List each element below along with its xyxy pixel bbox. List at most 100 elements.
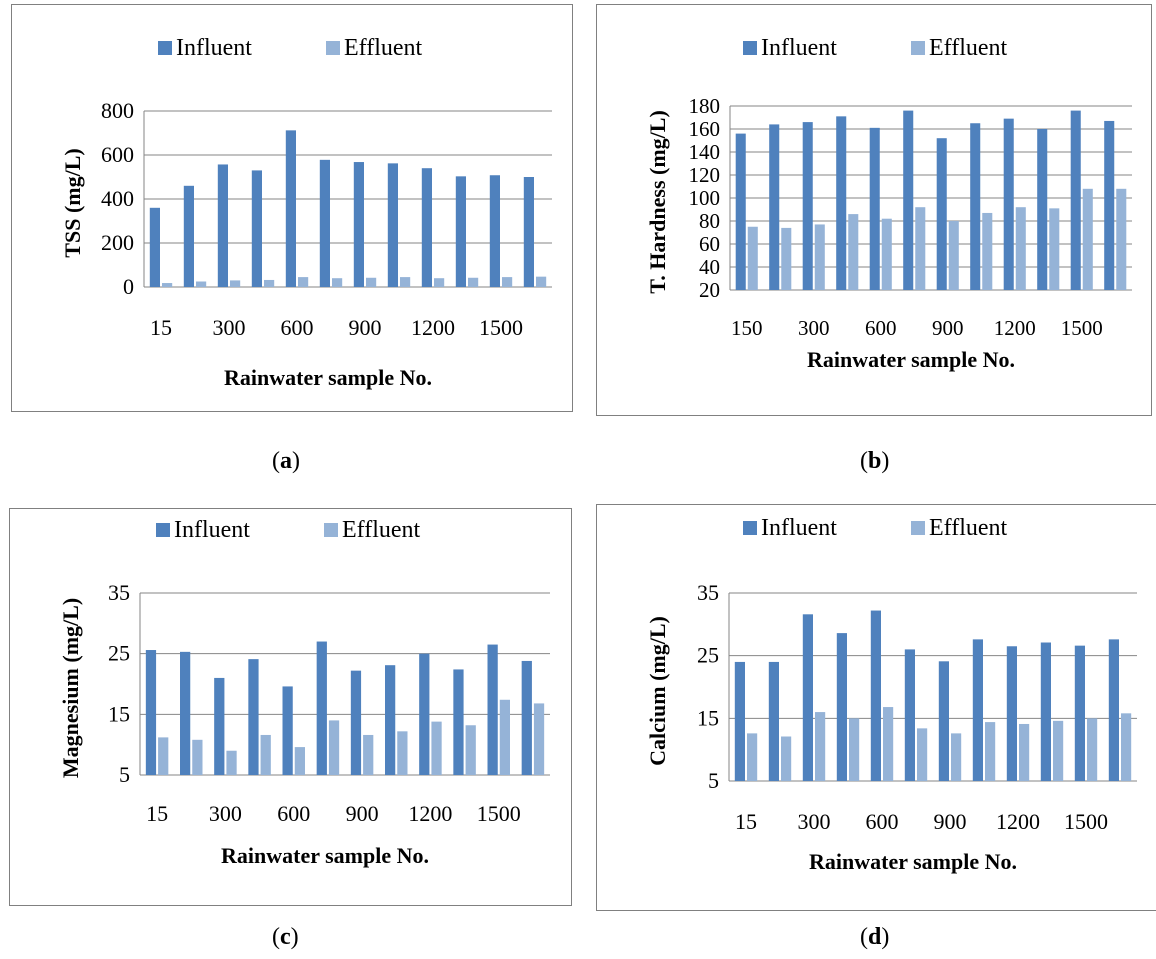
effluent-bar xyxy=(434,278,445,287)
effluent-bar xyxy=(881,218,892,290)
influent-bar xyxy=(802,614,813,781)
influent-bar xyxy=(769,124,780,291)
effluent-bar xyxy=(397,731,408,775)
y-tick-label: 35 xyxy=(697,580,719,605)
caption-b: (b) xyxy=(860,448,890,474)
y-tick-label: 20 xyxy=(699,278,720,302)
x-tick-label: 1200 xyxy=(996,809,1040,834)
x-tick-label: 600 xyxy=(281,315,314,340)
x-tick-label: 300 xyxy=(209,801,242,826)
influent-bar xyxy=(489,175,500,287)
effluent-bar xyxy=(849,718,860,781)
effluent-bar xyxy=(465,725,476,775)
y-tick-label: 120 xyxy=(689,163,721,187)
y-tick-label: 25 xyxy=(697,643,719,668)
x-tick-label: 900 xyxy=(346,801,379,826)
influent-bar xyxy=(972,639,983,781)
x-tick-label: 1200 xyxy=(994,316,1036,340)
effluent-bar xyxy=(982,212,993,290)
y-tick-label: 600 xyxy=(101,142,134,167)
effluent-bar xyxy=(226,750,237,775)
influent-bar xyxy=(735,133,746,290)
influent-bar xyxy=(214,677,225,775)
influent-bar xyxy=(145,650,157,775)
effluent-bar xyxy=(985,722,996,781)
influent-bar xyxy=(1037,129,1048,290)
influent-bar xyxy=(180,651,191,775)
y-tick-label: 35 xyxy=(108,580,130,605)
legend-label: Influent xyxy=(761,515,837,541)
x-tick-label: 1200 xyxy=(408,801,452,826)
influent-bar xyxy=(183,185,194,287)
caption-c: (c) xyxy=(272,924,299,950)
legend-swatch xyxy=(326,41,340,55)
effluent-bar xyxy=(468,277,479,287)
x-axis-title: Rainwater sample No. xyxy=(221,843,429,868)
y-tick-label: 180 xyxy=(689,94,721,118)
effluent-bar xyxy=(951,733,962,781)
x-tick-label: 1500 xyxy=(1061,316,1103,340)
y-tick-label: 100 xyxy=(689,186,721,210)
y-axis-title: Calcium (mg/L) xyxy=(645,616,670,766)
y-tick-label: 800 xyxy=(101,98,134,123)
influent-bar xyxy=(217,164,228,287)
effluent-bar xyxy=(781,227,792,290)
effluent-bar xyxy=(533,703,545,775)
y-tick-label: 400 xyxy=(101,186,134,211)
chart-panel-d: 5 15 25 35 15 300 600 900 1200 1500 Influent Efflue… xyxy=(596,504,1156,911)
influent-bar xyxy=(316,641,327,775)
influent-bar xyxy=(1006,646,1017,781)
chart-a-svg: 0 200 400 600 800 15 300 600 900 1200 1500 Influent… xyxy=(60,35,552,390)
influent-bar xyxy=(487,644,498,775)
influent-bar xyxy=(1003,118,1014,291)
effluent-bar xyxy=(158,737,169,775)
x-tick-label: 900 xyxy=(349,315,382,340)
influent-bar xyxy=(251,170,262,287)
x-tick-label: 15 xyxy=(146,801,168,826)
influent-bar xyxy=(970,123,981,290)
influent-bar xyxy=(455,176,466,287)
effluent-bar xyxy=(260,734,271,775)
y-tick-label: 140 xyxy=(689,140,721,164)
y-axis-title: Magnesium (mg/L) xyxy=(58,598,83,778)
x-axis-title: Rainwater sample No. xyxy=(224,365,432,390)
x-tick-label: 600 xyxy=(866,809,899,834)
y-tick-label: 25 xyxy=(108,641,130,666)
x-tick-label: 1500 xyxy=(477,801,521,826)
influent-bar xyxy=(734,661,745,781)
effluent-bar xyxy=(499,699,510,775)
influent-bar xyxy=(870,610,881,781)
y-tick-label: 0 xyxy=(123,274,134,299)
x-axis-title: Rainwater sample No. xyxy=(809,849,1017,874)
influent-bar xyxy=(523,177,534,287)
influent-bar xyxy=(802,122,813,290)
legend-label: Effluent xyxy=(929,35,1008,61)
influent-bar xyxy=(836,633,847,781)
legend-swatch xyxy=(911,41,925,55)
chart-panel-b: 20 40 60 80 100 120 140 160 180 150 300 600 900 1200 1… xyxy=(596,4,1152,416)
legend-swatch xyxy=(911,521,925,535)
influent-bar xyxy=(350,670,362,775)
influent-bar xyxy=(353,162,364,287)
effluent-bar xyxy=(781,736,792,781)
effluent-bar xyxy=(264,279,275,287)
legend-label: Effluent xyxy=(929,515,1008,541)
y-tick-label: 200 xyxy=(101,230,134,255)
influent-bar xyxy=(521,660,532,775)
x-tick-label: 1500 xyxy=(479,315,523,340)
effluent-bar xyxy=(1116,188,1127,290)
effluent-bar xyxy=(192,739,203,775)
effluent-bar xyxy=(328,720,340,775)
x-tick-label: 300 xyxy=(798,809,831,834)
x-axis-title: Rainwater sample No. xyxy=(807,347,1015,372)
chart-c-svg: 5 15 25 35 15 300 600 900 1200 1500 Influent Efflue… xyxy=(58,517,550,868)
legend-label: Influent xyxy=(176,35,252,61)
y-tick-label: 40 xyxy=(699,255,720,279)
legend-swatch xyxy=(324,523,338,537)
effluent-bar xyxy=(400,277,411,287)
effluent-bar xyxy=(948,221,959,290)
effluent-bar xyxy=(536,276,547,287)
effluent-bar xyxy=(502,277,513,287)
effluent-bar xyxy=(230,280,241,287)
